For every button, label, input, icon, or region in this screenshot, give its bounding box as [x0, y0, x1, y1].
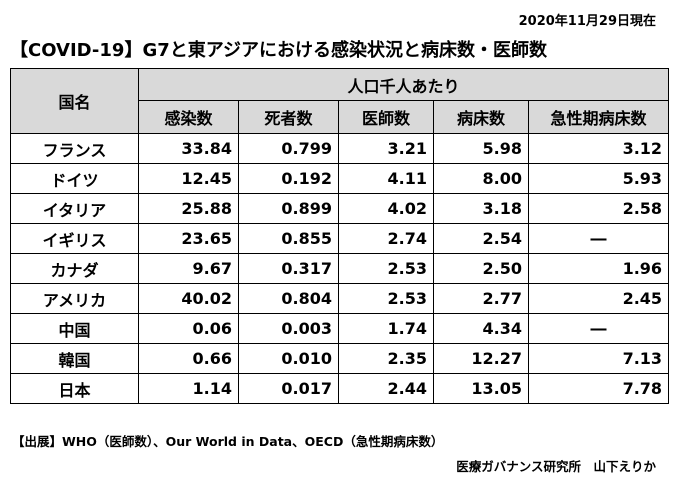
value-cell: 2.53	[338, 253, 434, 284]
value-cell: 0.804	[238, 283, 339, 314]
country-cell: イギリス	[10, 223, 139, 254]
country-cell: 韓国	[10, 343, 139, 374]
source-note: 【出展】WHO（医師数）、Our World in Data、OECD（急性期病…	[12, 434, 444, 449]
value-cell: 0.899	[238, 193, 339, 224]
column-header: 感染数	[138, 100, 239, 134]
value-cell: 0.017	[238, 373, 339, 404]
value-cell: 2.50	[433, 253, 529, 284]
value-cell: ―	[527, 313, 670, 344]
column-header: 急性期病床数	[527, 100, 670, 134]
value-cell: 1.74	[338, 313, 434, 344]
table-row: 韓国 0.66 0.010 2.35 12.27 7.13	[10, 343, 670, 374]
value-cell: 8.00	[433, 163, 529, 194]
value-cell: 0.06	[138, 313, 239, 344]
value-cell: 0.799	[238, 133, 339, 164]
value-cell: 7.13	[527, 343, 670, 374]
country-header: 国名	[10, 68, 139, 134]
value-cell: 0.010	[238, 343, 339, 374]
value-cell: 4.34	[433, 313, 529, 344]
value-cell: 4.11	[338, 163, 434, 194]
value-cell: 0.192	[238, 163, 339, 194]
table-row: カナダ 9.67 0.317 2.53 2.50 1.96	[10, 253, 670, 284]
column-header: 医師数	[338, 100, 434, 134]
value-cell: 0.855	[238, 223, 339, 254]
value-cell: 2.53	[338, 283, 434, 314]
page-title: 【COVID-19】G7と東アジアにおける感染状況と病床数・医師数	[10, 40, 548, 61]
country-cell: フランス	[10, 133, 139, 164]
value-cell: 1.96	[527, 253, 670, 284]
value-cell: 2.74	[338, 223, 434, 254]
value-cell: 13.05	[433, 373, 529, 404]
value-cell: 40.02	[138, 283, 239, 314]
value-cell: 2.77	[433, 283, 529, 314]
value-cell: ―	[527, 223, 670, 254]
value-cell: 2.44	[338, 373, 434, 404]
data-table: 国名 人口千人あたり 感染数 死者数 医師数 病床数 急性期病床数 フランス 33.84 0…	[10, 68, 670, 404]
table-row: アメリカ 40.02 0.804 2.53 2.77 2.45	[10, 283, 670, 314]
country-cell: 中国	[10, 313, 139, 344]
value-cell: 0.003	[238, 313, 339, 344]
country-cell: イタリア	[10, 193, 139, 224]
value-cell: 3.12	[527, 133, 670, 164]
value-cell: 5.93	[527, 163, 670, 194]
value-cell: 0.66	[138, 343, 239, 374]
group-header: 人口千人あたり	[137, 68, 670, 101]
value-cell: 4.02	[338, 193, 434, 224]
table-row: 中国 0.06 0.003 1.74 4.34 ―	[10, 313, 670, 344]
value-cell: 2.58	[527, 193, 670, 224]
value-cell: 23.65	[138, 223, 239, 254]
table-row: フランス 33.84 0.799 3.21 5.98 3.12	[10, 133, 670, 164]
value-cell: 0.317	[238, 253, 339, 284]
value-cell: 12.45	[138, 163, 239, 194]
value-cell: 3.18	[433, 193, 529, 224]
table-row: イタリア 25.88 0.899 4.02 3.18 2.58	[10, 193, 670, 224]
country-cell: アメリカ	[10, 283, 139, 314]
value-cell: 2.35	[338, 343, 434, 374]
value-cell: 3.21	[338, 133, 434, 164]
country-cell: 日本	[10, 373, 139, 404]
date-label: 2020年11月29日現在	[518, 14, 656, 29]
value-cell: 12.27	[433, 343, 529, 374]
value-cell: 33.84	[138, 133, 239, 164]
value-cell: 5.98	[433, 133, 529, 164]
value-cell: 2.54	[433, 223, 529, 254]
table-row: イギリス 23.65 0.855 2.74 2.54 ―	[10, 223, 670, 254]
column-header: 病床数	[433, 100, 529, 134]
country-cell: ドイツ	[10, 163, 139, 194]
country-cell: カナダ	[10, 253, 139, 284]
table-row: ドイツ 12.45 0.192 4.11 8.00 5.93	[10, 163, 670, 194]
value-cell: 25.88	[138, 193, 239, 224]
table-row: 日本 1.14 0.017 2.44 13.05 7.78	[10, 373, 670, 404]
value-cell: 9.67	[138, 253, 239, 284]
credit-note: 医療ガバナンス研究所 山下えりか	[456, 459, 656, 474]
value-cell: 2.45	[527, 283, 670, 314]
column-header: 死者数	[238, 100, 339, 134]
value-cell: 1.14	[138, 373, 239, 404]
value-cell: 7.78	[527, 373, 670, 404]
